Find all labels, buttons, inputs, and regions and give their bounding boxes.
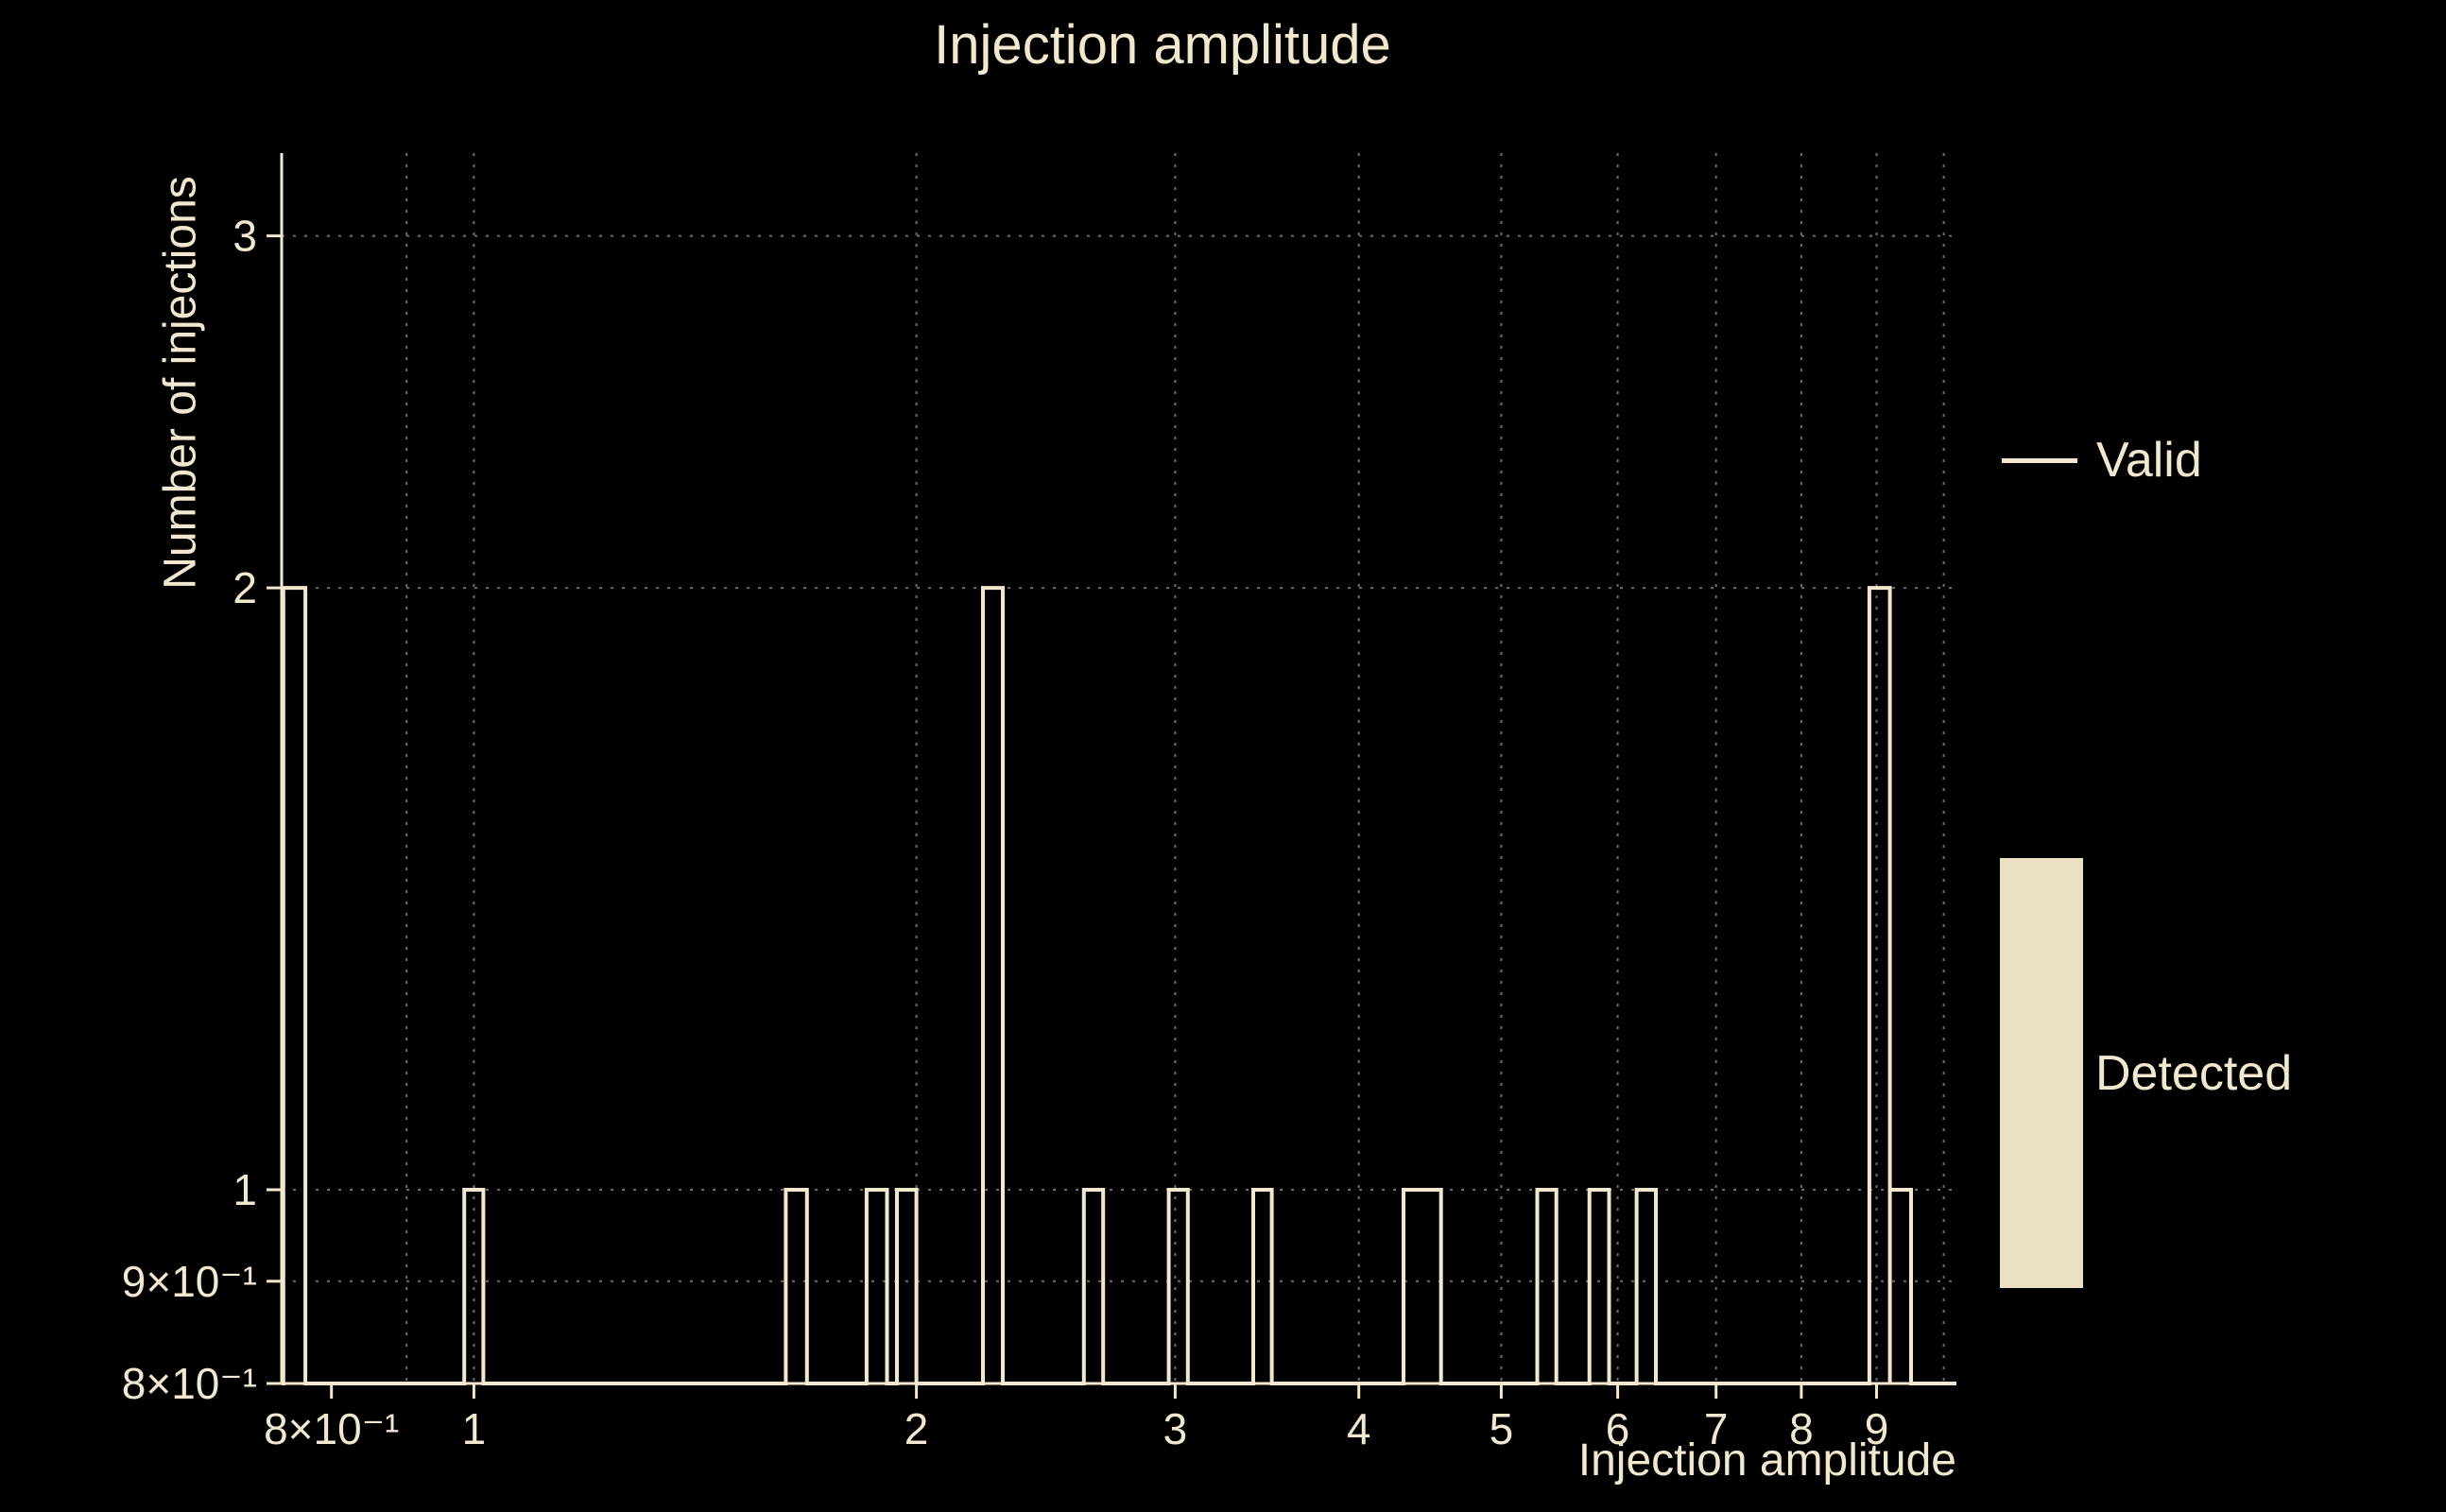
y-tick-label: 8×10⁻¹ bbox=[122, 1359, 257, 1408]
x-tick-label: 4 bbox=[1347, 1404, 1371, 1453]
axes bbox=[280, 153, 1956, 1385]
x-tick-label: 3 bbox=[1163, 1404, 1188, 1453]
x-tick-label: 7 bbox=[1704, 1404, 1729, 1453]
x-tick-label: 6 bbox=[1606, 1404, 1630, 1453]
y-tick-label: 3 bbox=[233, 212, 257, 261]
valid-line-swatch bbox=[2002, 457, 2077, 463]
valid-step-line bbox=[281, 586, 1956, 1385]
x-tick-label: 5 bbox=[1490, 1404, 1514, 1453]
y-tick-label: 1 bbox=[233, 1165, 257, 1214]
detected-box-swatch bbox=[2000, 858, 2083, 1288]
x-tick-label: 8×10⁻¹ bbox=[264, 1404, 399, 1453]
x-tick-label: 9 bbox=[1865, 1404, 1889, 1453]
tick-marks bbox=[267, 234, 1878, 1399]
tick-labels: 8×10⁻¹ 1 2 3 4 5 6 7 8 9 8×10⁻¹ 9×10⁻¹ 1 2 3 bbox=[122, 212, 1889, 1453]
y-tick-label: 2 bbox=[233, 563, 257, 612]
chart-title: Injection amplitude bbox=[934, 14, 1391, 76]
x-tick-label: 1 bbox=[462, 1404, 487, 1453]
x-tick-label: 8 bbox=[1789, 1404, 1814, 1453]
legend-item-valid: Valid bbox=[2002, 432, 2202, 489]
histogram-valid-series bbox=[281, 586, 1956, 1385]
legend-label-valid: Valid bbox=[2096, 433, 2202, 488]
x-axis-label: Injection amplitude bbox=[1577, 1435, 1956, 1486]
y-gridlines bbox=[282, 234, 1956, 1282]
legend-label-detected: Detected bbox=[2095, 1046, 2293, 1101]
x-tick-label: 2 bbox=[904, 1404, 929, 1453]
y-axis-label: Number of injections bbox=[155, 176, 206, 590]
x-gridlines bbox=[405, 153, 1945, 1383]
y-tick-label: 9×10⁻¹ bbox=[122, 1257, 257, 1306]
